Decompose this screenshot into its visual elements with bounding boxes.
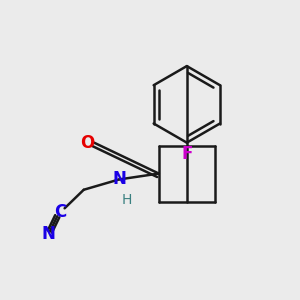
Text: N: N — [112, 170, 126, 188]
Text: N: N — [41, 225, 56, 243]
Text: F: F — [181, 146, 193, 164]
Text: C: C — [54, 203, 66, 221]
Text: O: O — [80, 134, 95, 152]
Text: H: H — [121, 193, 132, 207]
